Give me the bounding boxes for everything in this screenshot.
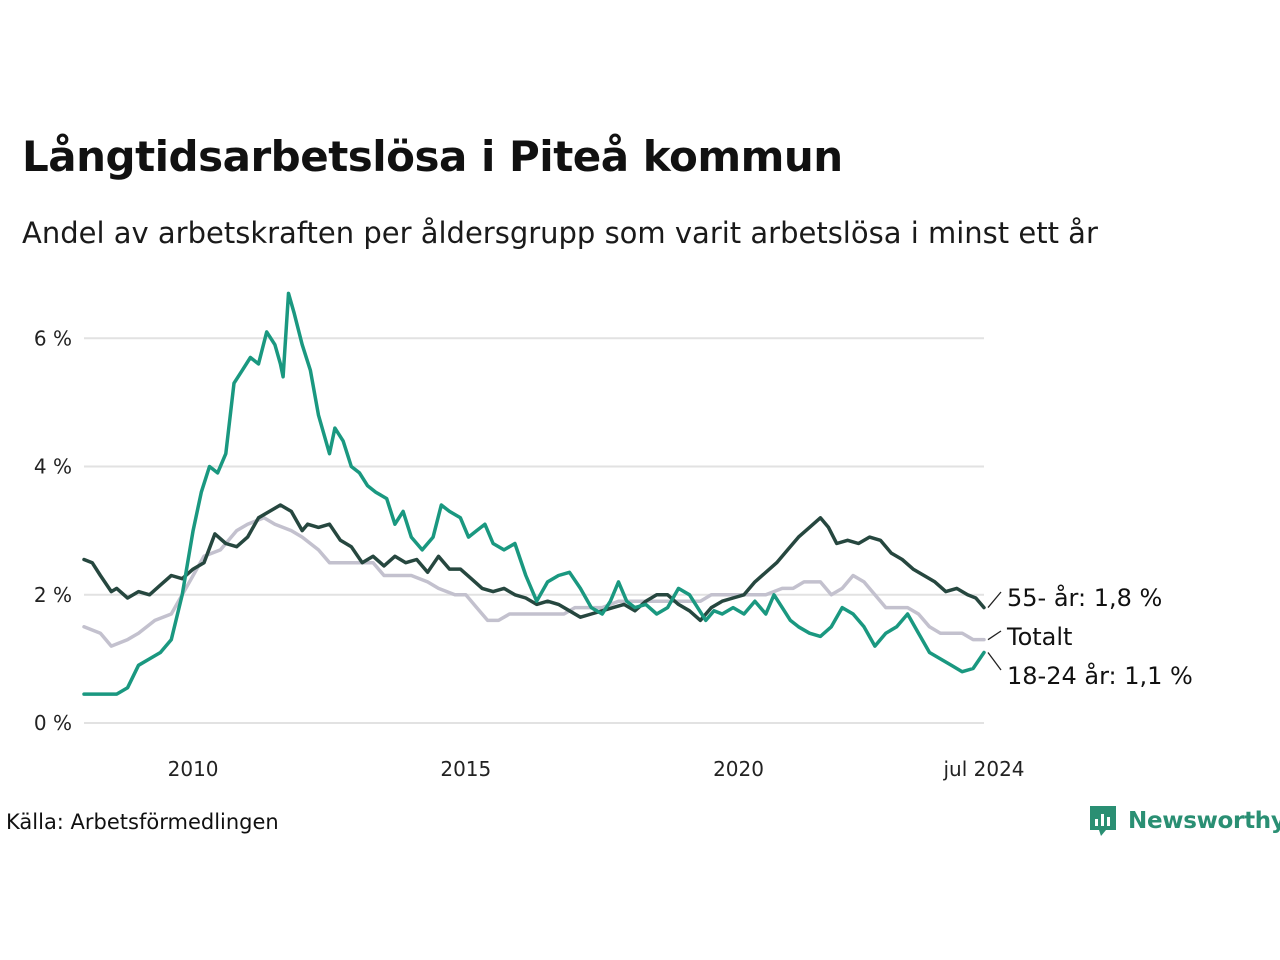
series-line-total xyxy=(82,516,986,648)
y-axis-tick-labels: 0 % 2 % 4 % 6 % xyxy=(34,326,72,735)
label-connector-youth xyxy=(987,652,1002,671)
series-line-youth xyxy=(82,291,986,696)
x-tick-label-3: jul 2024 xyxy=(942,757,1024,781)
y-tick-label-2: 4 % xyxy=(34,455,72,479)
series-end-labels: Totalt 55- år: 1,8 % 18-24 år: 1,1 % xyxy=(987,583,1193,690)
y-tick-label-0: 0 % xyxy=(34,711,72,735)
y-tick-label-3: 6 % xyxy=(34,326,72,350)
label-connector-senior xyxy=(987,591,1002,609)
series-lines xyxy=(82,291,986,696)
brand-logo: Newsworthy xyxy=(1088,804,1280,838)
series-line-senior xyxy=(82,503,986,623)
grid-lines xyxy=(84,337,984,724)
chart-subtitle: Andel av arbetskraften per åldersgrupp s… xyxy=(22,216,1098,250)
newsworthy-logo-icon xyxy=(1090,806,1116,836)
label-connector-total xyxy=(987,630,1002,641)
source-note: Källa: Arbetsförmedlingen xyxy=(6,810,279,834)
series-label-senior: 55- år: 1,8 % xyxy=(1007,583,1162,612)
x-axis-tick-labels: 2010 2015 2020 jul 2024 xyxy=(168,757,1025,781)
brand-name: Newsworthy xyxy=(1128,808,1280,834)
x-tick-label-0: 2010 xyxy=(168,757,219,781)
series-label-total: Totalt xyxy=(1006,623,1072,651)
y-tick-label-1: 2 % xyxy=(34,583,72,607)
x-tick-label-1: 2015 xyxy=(440,757,491,781)
series-label-youth: 18-24 år: 1,1 % xyxy=(1007,661,1193,690)
chart-title: Långtidsarbetslösa i Piteå kommun xyxy=(22,132,843,181)
x-tick-label-2: 2020 xyxy=(713,757,764,781)
